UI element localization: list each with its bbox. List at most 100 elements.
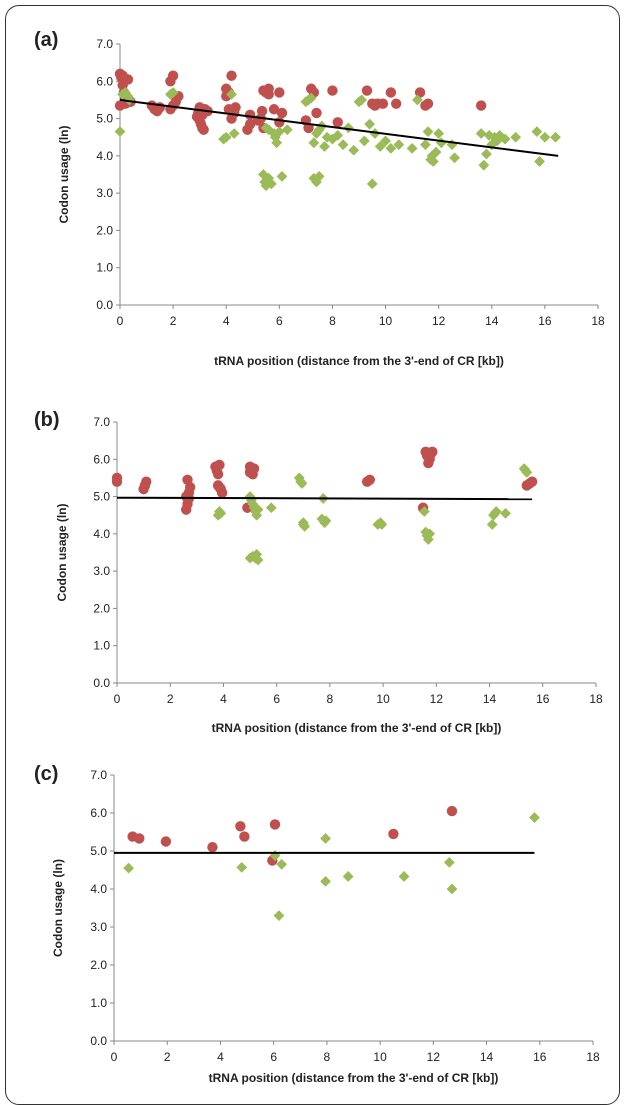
x-tick-label: 16 xyxy=(533,1050,547,1064)
green-diamond-point xyxy=(311,176,322,188)
green-diamond-point xyxy=(356,94,368,106)
red-circle-point xyxy=(214,482,225,493)
red-circle-point xyxy=(268,104,280,115)
x-tick-label: 6 xyxy=(273,692,280,706)
green-diamond-point xyxy=(475,128,487,139)
red-circle-point xyxy=(160,836,172,847)
green-diamond-point xyxy=(358,135,370,147)
x-axis-title: tRNA position (distance from the 3'-end … xyxy=(209,1071,499,1085)
x-tick-label: 8 xyxy=(329,314,336,328)
red-circle-point xyxy=(214,459,225,471)
x-tick-label: 16 xyxy=(538,314,552,328)
panel-label: (c) xyxy=(34,763,58,785)
green-diamond-point xyxy=(114,126,126,138)
red-circle-point xyxy=(198,124,209,135)
red-circle-point xyxy=(377,98,389,109)
x-tick-label: 18 xyxy=(591,314,605,328)
green-diamond-point xyxy=(424,528,436,540)
x-tick-label: 14 xyxy=(483,692,497,706)
red-circle-point xyxy=(182,474,193,485)
y-tick-label: 3.0 xyxy=(90,920,107,934)
x-tick-label: 0 xyxy=(114,692,121,706)
green-diamond-point xyxy=(499,133,511,145)
green-diamond-point xyxy=(220,131,232,143)
green-diamond-point xyxy=(265,178,277,190)
green-diamond-point xyxy=(393,139,405,151)
x-tick-label: 4 xyxy=(223,314,230,328)
x-tick-label: 18 xyxy=(589,692,603,706)
y-tick-label: 1.0 xyxy=(96,261,113,275)
green-diamond-point xyxy=(369,128,381,139)
red-circle-point xyxy=(244,467,256,478)
red-circle-point xyxy=(141,476,152,487)
green-diamond-point xyxy=(342,122,354,134)
x-tick-label: 4 xyxy=(217,1050,224,1064)
green-diamond-point xyxy=(305,92,317,104)
green-diamond-point xyxy=(348,144,360,156)
green-diamond-point xyxy=(433,128,445,139)
green-diamond-point xyxy=(385,143,397,154)
green-diamond-point xyxy=(443,857,455,868)
green-diamond-point xyxy=(215,507,227,519)
red-circle-point xyxy=(526,476,538,487)
green-diamond-point xyxy=(481,148,492,160)
green-diamond-point xyxy=(337,139,349,151)
x-axis-title: tRNA position (distance from the 3'-end … xyxy=(214,354,504,368)
y-tick-label: 7.0 xyxy=(93,415,110,429)
panel-label: (a) xyxy=(34,29,58,51)
y-tick-label: 7.0 xyxy=(90,768,107,782)
green-diamond-point xyxy=(123,862,135,874)
y-axis-title: Codon usage (ln) xyxy=(51,859,65,957)
green-diamond-point xyxy=(320,876,331,887)
y-axis-title: Codon usage (ln) xyxy=(55,504,69,602)
x-tick-label: 12 xyxy=(430,692,444,706)
green-diamond-point xyxy=(320,515,332,527)
red-circle-point xyxy=(167,70,179,81)
red-circle-point xyxy=(230,102,241,113)
y-axis-title: Codon usage (ln) xyxy=(57,126,71,224)
y-tick-label: 4.0 xyxy=(90,882,107,896)
green-diamond-point xyxy=(296,478,308,489)
green-diamond-point xyxy=(478,159,490,171)
green-diamond-point xyxy=(311,128,322,139)
green-diamond-point xyxy=(332,129,344,141)
y-tick-label: 5.0 xyxy=(90,844,107,858)
x-tick-label: 10 xyxy=(379,314,393,328)
green-diamond-point xyxy=(539,131,551,143)
green-diamond-point xyxy=(398,871,410,882)
green-diamond-point xyxy=(281,124,293,136)
green-diamond-point xyxy=(531,126,543,138)
x-tick-label: 0 xyxy=(117,314,124,328)
x-axis-title: tRNA position (distance from the 3'-end … xyxy=(212,721,502,735)
panel-label: (b) xyxy=(34,409,60,431)
x-tick-label: 8 xyxy=(327,692,334,706)
x-tick-label: 10 xyxy=(373,1050,387,1064)
red-circle-point xyxy=(235,821,246,832)
green-diamond-point xyxy=(123,94,135,106)
red-circle-point xyxy=(311,107,322,119)
green-diamond-point xyxy=(446,883,458,895)
x-tick-label: 14 xyxy=(485,314,499,328)
x-tick-label: 16 xyxy=(536,692,550,706)
y-tick-label: 0.0 xyxy=(96,298,113,312)
y-tick-label: 5.0 xyxy=(93,490,110,504)
green-diamond-point xyxy=(486,139,498,151)
green-diamond-point xyxy=(226,88,237,100)
green-diamond-point xyxy=(521,466,533,478)
x-tick-label: 6 xyxy=(270,1050,277,1064)
red-circle-point xyxy=(276,107,288,119)
green-diamond-point xyxy=(534,156,545,167)
y-tick-label: 5.0 xyxy=(96,112,113,126)
red-circle-point xyxy=(269,819,281,830)
green-diamond-point xyxy=(418,506,430,517)
red-circle-point xyxy=(111,472,123,484)
red-circle-point xyxy=(256,105,268,117)
red-circle-point xyxy=(388,828,399,840)
green-diamond-point xyxy=(252,554,264,566)
red-circle-point xyxy=(212,469,224,480)
green-diamond-point xyxy=(419,139,431,151)
x-tick-label: 12 xyxy=(432,314,446,328)
x-tick-label: 2 xyxy=(164,1050,171,1064)
green-diamond-point xyxy=(486,519,498,530)
